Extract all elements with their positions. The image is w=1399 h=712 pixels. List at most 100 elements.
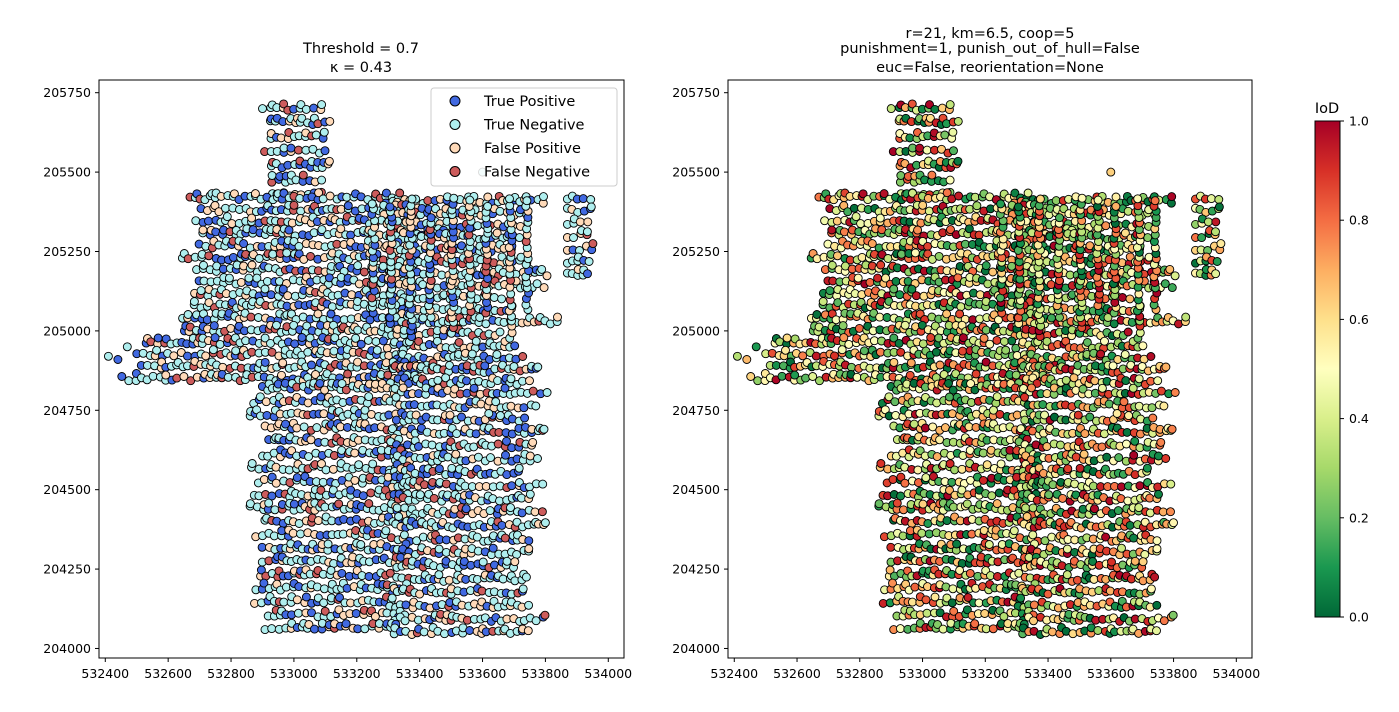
left-scatter-point <box>226 323 236 333</box>
left-scatter-point <box>584 257 594 266</box>
left-scatter-point <box>198 225 208 235</box>
left-scatter-point <box>189 297 199 306</box>
right-scatter-point <box>975 290 985 300</box>
right-scatter-point <box>1146 352 1156 361</box>
left-scatter-point <box>289 200 299 210</box>
right-scatter-point <box>1125 294 1135 304</box>
left-scatter-point <box>528 437 538 447</box>
right-scatter-point <box>820 216 830 226</box>
left-scatter-point <box>493 376 503 386</box>
right-scatter-point <box>854 323 864 333</box>
left-scatter-point <box>537 264 547 274</box>
left-panel: Threshold = 0.7 κ = 0.43 532400 532600 532… <box>43 41 632 681</box>
right-scatter-point <box>930 104 940 114</box>
left-scatter-point <box>524 600 534 610</box>
left-scatter-point <box>525 489 535 499</box>
left-scatter-point <box>279 99 289 109</box>
left-scatter-point <box>337 568 347 578</box>
left-scatter-point <box>221 203 230 213</box>
left-scatter-point <box>575 217 585 227</box>
left-scatter-point <box>297 113 307 123</box>
x-tick-label: 532800 <box>207 666 255 681</box>
left-scatter-point <box>210 333 220 343</box>
right-scatter-point <box>830 351 839 361</box>
right-scatter-point <box>876 260 886 270</box>
left-scatter-point <box>524 544 534 554</box>
right-scatter-point <box>975 314 985 324</box>
left-scatter-point <box>301 104 311 114</box>
right-scatter-point <box>1159 401 1169 411</box>
right-scatter-point <box>875 213 885 223</box>
right-title-line-1: r=21, km=6.5, coop=5 <box>905 26 1074 42</box>
left-scatter-point <box>319 598 329 608</box>
right-scatter-point <box>1138 341 1148 351</box>
left-scatter-point <box>452 429 462 439</box>
right-scatter-point <box>913 465 923 475</box>
left-scatter-point <box>495 327 505 337</box>
y-tick-label: 204250 <box>43 562 91 577</box>
left-scatter-point <box>391 415 401 425</box>
left-scatter-point <box>407 194 417 204</box>
right-scatter-point <box>947 409 957 419</box>
right-scatter-point <box>1216 239 1226 249</box>
left-scatter-point <box>359 267 369 277</box>
left-scatter-point <box>303 347 313 357</box>
right-scatter-point <box>1167 192 1177 202</box>
y-tick-label: 205250 <box>43 244 91 259</box>
left-scatter-point <box>199 260 208 270</box>
left-scatter-point <box>540 610 550 620</box>
left-scatter-point <box>485 506 495 516</box>
left-scatter-point <box>276 133 286 143</box>
left-scatter-point <box>518 584 528 594</box>
left-scatter-point <box>519 403 529 413</box>
right-scatter-point <box>1214 202 1224 212</box>
right-scatter-point <box>1097 383 1107 393</box>
right-scatter-point <box>948 127 958 137</box>
left-scatter-point <box>320 146 330 156</box>
left-scatter-point <box>239 239 249 249</box>
left-scatter-point <box>582 227 592 237</box>
right-scatter-point <box>1147 403 1157 413</box>
right-scatter-point <box>811 351 821 361</box>
right-scatter-point <box>924 206 934 216</box>
right-scatter-point <box>1114 453 1124 463</box>
left-scatter-point <box>317 225 327 235</box>
left-scatter-point <box>260 357 270 367</box>
left-scatter-point <box>465 626 475 635</box>
left-scatter-point <box>222 212 232 222</box>
right-scatter-point <box>945 175 955 185</box>
right-scatter-point <box>801 373 811 383</box>
left-scatter-point <box>341 619 351 629</box>
right-scatter-point <box>859 346 869 356</box>
left-scatter-point <box>498 574 508 584</box>
left-scatter-point <box>358 491 368 501</box>
left-scatter-point <box>343 369 353 379</box>
left-scatter-point <box>351 609 361 618</box>
x-tick-label: 533000 <box>270 666 318 681</box>
right-scatter-point <box>883 254 893 263</box>
left-scatter-point <box>465 195 475 205</box>
left-scatter-point <box>586 202 596 212</box>
left-scatter-point <box>569 233 578 243</box>
left-scatter-point <box>172 373 182 383</box>
left-scatter-point <box>316 392 326 402</box>
left-scatter-point <box>409 400 419 410</box>
left-scatter-point <box>518 352 528 361</box>
right-scatter-point <box>1134 401 1144 411</box>
left-scatter-point <box>381 526 391 536</box>
right-scatter-point <box>995 409 1005 419</box>
left-scatter-point <box>223 372 233 382</box>
right-scatter-point <box>985 339 995 349</box>
right-scatter-point <box>865 277 875 287</box>
left-scatter-point <box>215 339 225 349</box>
left-scatter-point <box>483 201 493 211</box>
right-scatter-point <box>889 357 899 367</box>
x-tick-label: 532400 <box>81 666 129 681</box>
left-scatter-point <box>113 355 123 364</box>
left-scatter-point <box>540 518 550 528</box>
left-scatter-point <box>347 290 357 300</box>
right-scatter-point <box>1020 415 1030 425</box>
left-scatter-point <box>122 342 132 352</box>
right-scatter-point <box>753 376 763 386</box>
left-scatter-point <box>247 347 257 357</box>
